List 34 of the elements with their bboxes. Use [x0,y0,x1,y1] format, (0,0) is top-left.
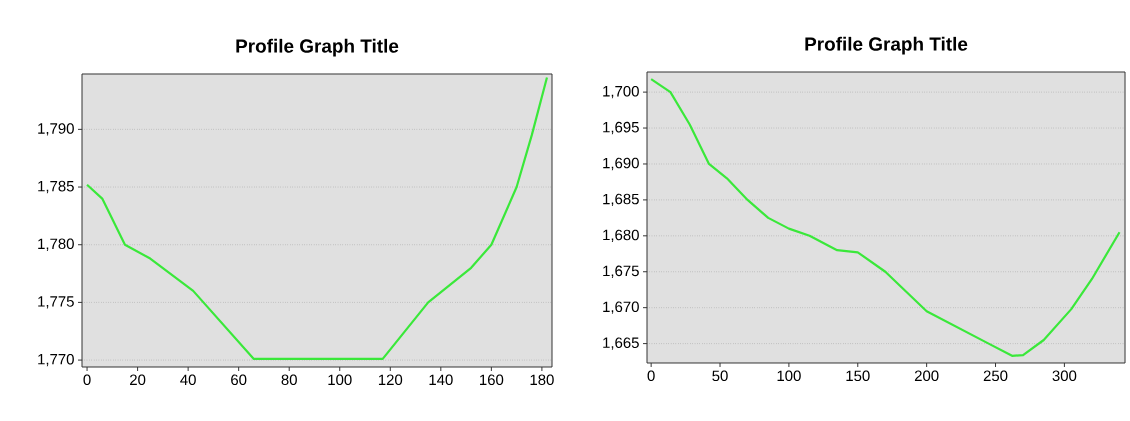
x-tick-label: 300 [1052,370,1077,382]
x-tick-label: 40 [180,374,196,386]
x-tick-label: 50 [712,370,728,382]
x-tick-label: 120 [378,374,403,386]
x-tick-label: 80 [281,374,297,386]
x-tick-label: 200 [914,370,939,382]
chart-title: Profile Graph Title [805,36,968,55]
y-tick-label: 1,675 [603,265,639,278]
y-tick-label: 1,700 [603,85,639,99]
y-tick-label: 1,685 [603,193,639,207]
x-tick-label: 100 [777,370,801,382]
y-tick-label: 1,690 [603,157,639,171]
y-tick-label: 1,775 [38,296,74,309]
y-tick-label: 1,665 [603,337,639,350]
chart-title: Profile Graph Title [236,38,399,57]
y-tick-label: 1,780 [38,238,74,251]
y-tick-label: 1,790 [38,123,74,136]
y-tick-label: 1,695 [603,121,639,135]
x-tick-label: 160 [480,374,504,386]
line-series [85,76,549,361]
x-tick-label: 20 [130,374,146,386]
y-tick-label: 1,680 [603,229,639,242]
x-tick-label: 100 [328,374,352,386]
x-tick-label: 250 [983,370,1008,382]
x-tick-label: 0 [647,370,655,382]
y-tick-label: 1,670 [603,301,639,314]
x-tick-label: 140 [429,374,453,386]
x-tick-label: 60 [231,374,247,386]
y-tick-label: 1,785 [38,180,74,194]
x-tick-label: 150 [846,370,870,382]
x-tick-label: 0 [83,374,91,386]
x-tick-label: 180 [530,374,554,386]
y-tick-label: 1,770 [38,353,74,367]
line-series [650,78,1121,357]
